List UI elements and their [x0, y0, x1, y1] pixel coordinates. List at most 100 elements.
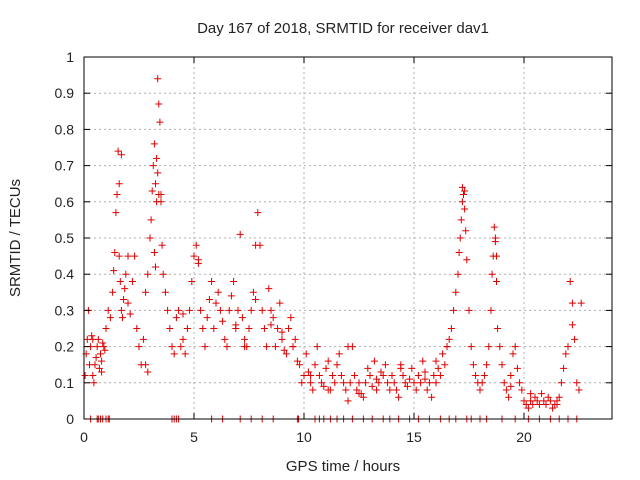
data-point: [507, 382, 515, 390]
data-point: [421, 375, 429, 383]
data-point: [315, 372, 323, 380]
data-point: [267, 321, 275, 329]
data-point: [384, 379, 392, 387]
data-point: [208, 277, 216, 285]
data-point: [186, 306, 194, 314]
data-point: [507, 372, 515, 380]
data-point: [457, 216, 465, 224]
data-point: [434, 364, 442, 372]
data-point: [511, 343, 519, 351]
data-point: [159, 270, 167, 278]
data-point: [154, 169, 162, 177]
data-point: [135, 343, 143, 351]
data-point: [152, 263, 159, 271]
data-point: [210, 325, 218, 332]
data-point: [458, 183, 466, 191]
data-point: [346, 379, 354, 387]
data-point: [432, 379, 440, 387]
data-point: [463, 256, 471, 264]
data-point: [480, 372, 488, 380]
data-point: [156, 118, 164, 126]
data-point: [375, 379, 383, 387]
grid-lines: [84, 57, 612, 419]
data-point: [324, 386, 332, 394]
data-point: [276, 299, 284, 307]
data-point: [278, 328, 286, 336]
data-point: [419, 357, 427, 365]
data-point: [502, 386, 510, 394]
data-point: [170, 350, 178, 358]
data-point: [461, 187, 469, 195]
data-point: [139, 335, 147, 343]
data-point: [544, 393, 552, 401]
x-tick-label: 20: [516, 429, 532, 445]
data-point: [491, 234, 499, 242]
data-point: [236, 230, 244, 238]
data-point: [280, 346, 288, 354]
data-point: [175, 306, 183, 314]
y-tick-label: 0.8: [55, 121, 75, 137]
data-point: [241, 335, 249, 343]
data-point: [542, 401, 550, 409]
y-tick-label: 0.1: [55, 375, 75, 391]
data-point: [300, 372, 308, 380]
data-point: [340, 379, 348, 387]
data-point: [225, 306, 233, 314]
data-point: [490, 223, 498, 231]
data-point: [381, 361, 389, 369]
data-point: [344, 343, 352, 351]
data-point: [573, 379, 581, 387]
data-point: [337, 372, 345, 380]
data-point: [157, 198, 165, 206]
data-point: [410, 379, 418, 387]
data-point: [307, 379, 315, 387]
data-point: [509, 350, 517, 358]
data-point: [467, 343, 475, 351]
data-point: [149, 162, 157, 170]
data-point: [113, 191, 121, 199]
data-point: [524, 404, 532, 412]
data-point: [476, 386, 484, 394]
y-tick-labels: 0 0.1 0.2 0.3 0.4 0.5 0.6 0.7 0.8 0.9 1: [55, 49, 75, 427]
data-point: [432, 357, 440, 365]
x-tick-label: 15: [406, 429, 422, 445]
data-point: [430, 372, 438, 380]
data-point: [227, 292, 235, 300]
data-point: [322, 364, 330, 372]
data-point: [249, 288, 257, 296]
data-point: [307, 372, 315, 380]
data-point: [370, 357, 378, 365]
data-point: [500, 379, 508, 387]
data-point: [577, 299, 585, 307]
data-point: [128, 277, 136, 285]
data-point: [364, 364, 372, 372]
data-point: [320, 382, 328, 390]
data-point: [401, 379, 409, 387]
data-point: [100, 343, 108, 351]
data-point: [241, 343, 249, 351]
data-point: [192, 241, 200, 249]
data-point: [153, 154, 161, 162]
data-point: [122, 270, 130, 278]
data-point: [562, 350, 570, 358]
data-point: [201, 343, 209, 351]
data-point: [309, 386, 317, 394]
data-point: [142, 361, 150, 369]
data-point: [513, 364, 521, 372]
data-point: [373, 386, 381, 394]
x-axis-label: GPS time / hours: [286, 458, 400, 475]
data-point: [265, 285, 273, 293]
data-points: [81, 75, 585, 423]
data-point: [114, 147, 122, 155]
y-tick-label: 1: [66, 49, 74, 65]
data-point: [498, 361, 506, 369]
data-point: [287, 314, 295, 322]
data-point: [461, 205, 469, 213]
data-point: [89, 372, 97, 380]
x-tick-label: 0: [80, 429, 88, 445]
data-point: [351, 372, 359, 380]
data-point: [568, 321, 576, 329]
data-point: [456, 234, 464, 242]
data-point: [274, 325, 282, 332]
data-point: [97, 350, 104, 358]
